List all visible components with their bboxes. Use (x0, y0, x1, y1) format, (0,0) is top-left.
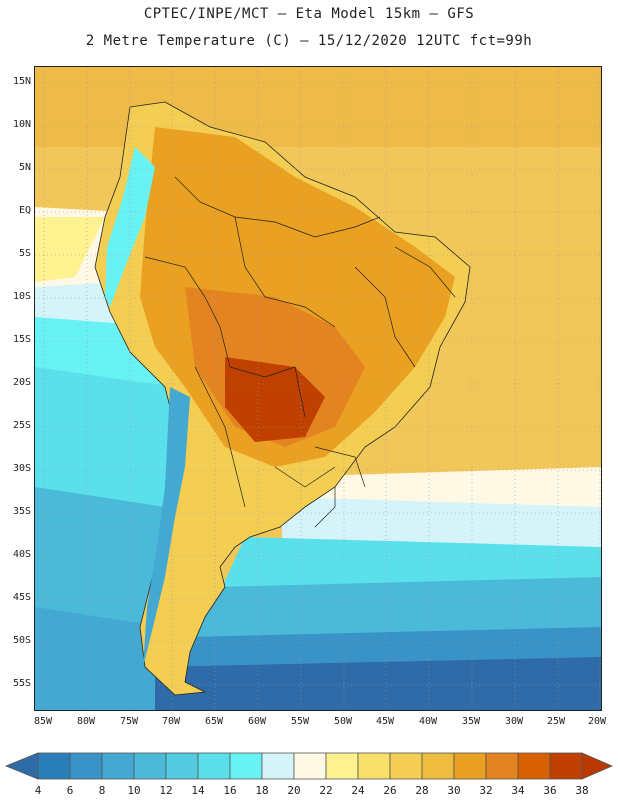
lat-label: 5N (18, 162, 31, 173)
colorbar-swatch (389, 752, 423, 780)
lat-label: 15N (12, 76, 31, 87)
colorbar-tick-label: 20 (287, 784, 301, 797)
lat-label: 40S (12, 549, 31, 560)
colorbar-swatch (37, 752, 71, 780)
colorbar-tick-label: 8 (98, 784, 106, 797)
lon-label: 60W (247, 716, 267, 727)
colorbar-tick-label: 22 (319, 784, 333, 797)
colorbar-tick-label: 24 (351, 784, 365, 797)
chaco-hotspot (225, 357, 325, 442)
colorbar-tick-label: 38 (575, 784, 589, 797)
colorbar-swatch (197, 752, 231, 780)
lon-label: 20W (587, 716, 607, 727)
colorbar-tick-label: 14 (191, 784, 205, 797)
colorbar-swatch (101, 752, 135, 780)
colorbar-swatch (453, 752, 487, 780)
lat-label: 45S (12, 592, 31, 603)
lat-label: 15S (12, 334, 31, 345)
colorbar-tick-label: 10 (127, 784, 141, 797)
colorbar-arrow-high (581, 752, 614, 780)
caribbean-band (35, 67, 601, 147)
colorbar-tick-label: 30 (447, 784, 461, 797)
andes-cold-south (143, 387, 190, 667)
country-borders (144, 176, 456, 528)
chart-subtitle: 2 Metre Temperature (C) – 15/12/2020 12U… (85, 33, 533, 49)
colorbar-swatch (293, 752, 327, 780)
colorbar-tick-label: 6 (66, 784, 74, 797)
colorbar-arrow-low (4, 752, 39, 780)
colorbar-tick-label: 28 (415, 784, 429, 797)
colorbar-swatch (69, 752, 103, 780)
pacific-south-band (35, 607, 165, 710)
lat-label: 35S (12, 506, 31, 517)
lat-label: 25S (12, 420, 31, 431)
colorbar-tick-label: 4 (34, 784, 42, 797)
colorbar-swatch (421, 752, 455, 780)
colorbar-tick-label: 12 (159, 784, 173, 797)
lon-label: 70W (161, 716, 181, 727)
lat-label: 30S (12, 463, 31, 474)
colorbar-swatch (229, 752, 263, 780)
lon-label: 30W (504, 716, 524, 727)
colorbar-swatch (517, 752, 551, 780)
andes-cold-north (105, 147, 155, 327)
lon-label: 35W (461, 716, 481, 727)
lon-label: 50W (333, 716, 353, 727)
colorbar-tick-label: 32 (479, 784, 493, 797)
lon-label: 65W (204, 716, 224, 727)
lon-label: 85W (33, 716, 53, 727)
lon-label: 25W (546, 716, 566, 727)
colorbar-tick-label: 18 (255, 784, 269, 797)
colorbar-swatch (133, 752, 167, 780)
temperature-map (34, 66, 602, 711)
colorbar-swatch (549, 752, 583, 780)
colorbar (4, 752, 614, 780)
chart-title: CPTEC/INPE/MCT – Eta Model 15km – GFS (143, 6, 475, 22)
colorbar-tick-label: 16 (223, 784, 237, 797)
map-gridlines (35, 67, 601, 710)
colorbar-swatch (165, 752, 199, 780)
colorbar-swatch (485, 752, 519, 780)
lat-label: 55S (12, 678, 31, 689)
lat-label: 10N (12, 119, 31, 130)
lat-label: 50S (12, 635, 31, 646)
colorbar-swatch (325, 752, 359, 780)
lon-label: 80W (76, 716, 96, 727)
lon-label: 75W (119, 716, 139, 727)
lat-label: 10S (12, 291, 31, 302)
lon-label: 40W (418, 716, 438, 727)
pacific-yellow-band (35, 217, 105, 282)
colorbar-tick-label: 26 (383, 784, 397, 797)
colorbar-swatch (357, 752, 391, 780)
colorbar-tick-label: 36 (543, 784, 557, 797)
lon-label: 55W (290, 716, 310, 727)
lon-label: 45W (375, 716, 395, 727)
lat-label: 5S (18, 248, 31, 259)
map-canvas (35, 67, 601, 710)
lat-label: EQ (18, 205, 31, 216)
lat-label: 20S (12, 377, 31, 388)
southern-ocean-band (155, 657, 601, 710)
colorbar-tick-label: 34 (511, 784, 525, 797)
colorbar-swatch (261, 752, 295, 780)
